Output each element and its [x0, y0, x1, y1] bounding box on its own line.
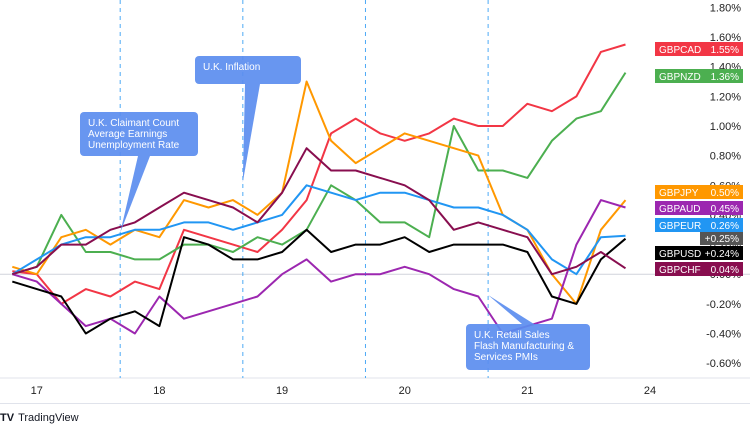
callout-pointer-2: [488, 295, 534, 324]
callout-text-2-2: Services PMIs: [474, 352, 538, 363]
x-axis: 17 18 19 20 21 24: [31, 385, 656, 397]
badge-value: 0.04%: [711, 265, 739, 276]
x-tick-label: 19: [276, 385, 288, 397]
grid-layer: [0, 273, 750, 379]
badge-bg: [655, 218, 743, 232]
y-tick-label: -0.40%: [706, 329, 741, 341]
series-line-gbpchf: [12, 147, 627, 276]
badge-bg: [655, 246, 743, 260]
badge-symbol: GBPCAD: [659, 45, 701, 56]
badge-symbol: GBPJPY: [659, 188, 699, 199]
badge-value: +0.24%: [705, 249, 739, 260]
badge-bg: [655, 262, 743, 276]
badge-bg: [655, 185, 743, 199]
callout-text-1-0: U.K. Inflation: [203, 62, 260, 73]
x-tick-label: 24: [644, 385, 656, 397]
series-line-gbpnzd: [12, 72, 627, 276]
badge-extra-bg: [700, 232, 743, 245]
series-line-gbpaud: [12, 199, 626, 335]
badge-extra-value: +0.25%: [705, 234, 739, 245]
badge-symbol: GBPCHF: [659, 265, 701, 276]
badge-bg: [655, 42, 743, 56]
badge-value: 1.36%: [711, 72, 739, 83]
callout-box-0: [80, 112, 198, 156]
callout-box-2: [466, 324, 590, 370]
brand-label: TradingView: [18, 412, 79, 424]
price-badges: GBPCAD 1.55% GBPNZD 1.36% GBPJPY 0.50% GBPAUD 0…: [655, 42, 743, 276]
series-line-gbpeur: [11, 184, 626, 276]
chart-footer: TV TradingView: [0, 403, 750, 431]
callout-box-1: [195, 56, 301, 84]
x-tick-label: 18: [153, 385, 165, 397]
x-tick-label: 21: [521, 385, 533, 397]
tradingview-logo[interactable]: TV TradingView: [0, 412, 79, 424]
badge-gbpjpy: GBPJPY 0.50%: [655, 185, 743, 199]
badge-gbpeur: GBPEUR 0.26%: [655, 218, 743, 232]
y-tick-label: -0.60%: [706, 358, 741, 370]
badge-bg: [655, 201, 743, 215]
y-tick-label: 1.60%: [710, 32, 741, 44]
y-tick-label: 0.80%: [710, 151, 741, 163]
callout-1: U.K. Inflation: [195, 56, 301, 183]
callout-text-2-1: Flash Manufacturing &: [474, 341, 574, 352]
callout-pointer-1: [242, 84, 260, 183]
callout-text-2-0: U.K. Retail Sales: [474, 330, 550, 341]
badge-symbol: GBPNZD: [659, 72, 701, 83]
badge-gbpaud: GBPAUD 0.45%: [655, 201, 743, 215]
y-tick-label: 1.80%: [710, 2, 741, 14]
badge-symbol: GBPUSD: [659, 249, 701, 260]
callout-text-0-2: Unemployment Rate: [88, 140, 180, 151]
badge-symbol: GBPAUD: [659, 204, 701, 215]
badge-value: 0.26%: [711, 221, 739, 232]
badge-value: 0.45%: [711, 204, 739, 215]
badge-gbpcad: GBPCAD 1.55%: [655, 42, 743, 56]
badge-value: 1.55%: [711, 45, 739, 56]
badge-extra: +0.25%: [700, 232, 743, 245]
x-tick-label: 17: [31, 385, 43, 397]
badge-gbpchf: GBPCHF 0.04%: [655, 262, 743, 276]
x-tick-label: 20: [399, 385, 411, 397]
badge-value: 0.50%: [711, 188, 739, 199]
callout-pointer-0: [120, 156, 150, 233]
badge-gbpusd: GBPUSD +0.24%: [655, 246, 743, 260]
tradingview-mark-icon: TV: [0, 412, 15, 424]
y-tick-label: -0.20%: [706, 299, 741, 311]
series-layer: [11, 43, 627, 335]
badge-symbol: GBPEUR: [659, 221, 701, 232]
y-tick-label: 1.00%: [710, 121, 741, 133]
callout-text-0-0: U.K. Claimant Count: [88, 118, 179, 129]
y-tick-label: 1.20%: [710, 91, 741, 103]
badge-bg: [655, 69, 743, 83]
series-line-gbpcad: [12, 43, 626, 305]
callout-text-0-1: Average Earnings: [88, 129, 167, 140]
series-line-gbpusd: [12, 228, 627, 335]
badge-gbpnzd: GBPNZD 1.36%: [655, 69, 743, 83]
